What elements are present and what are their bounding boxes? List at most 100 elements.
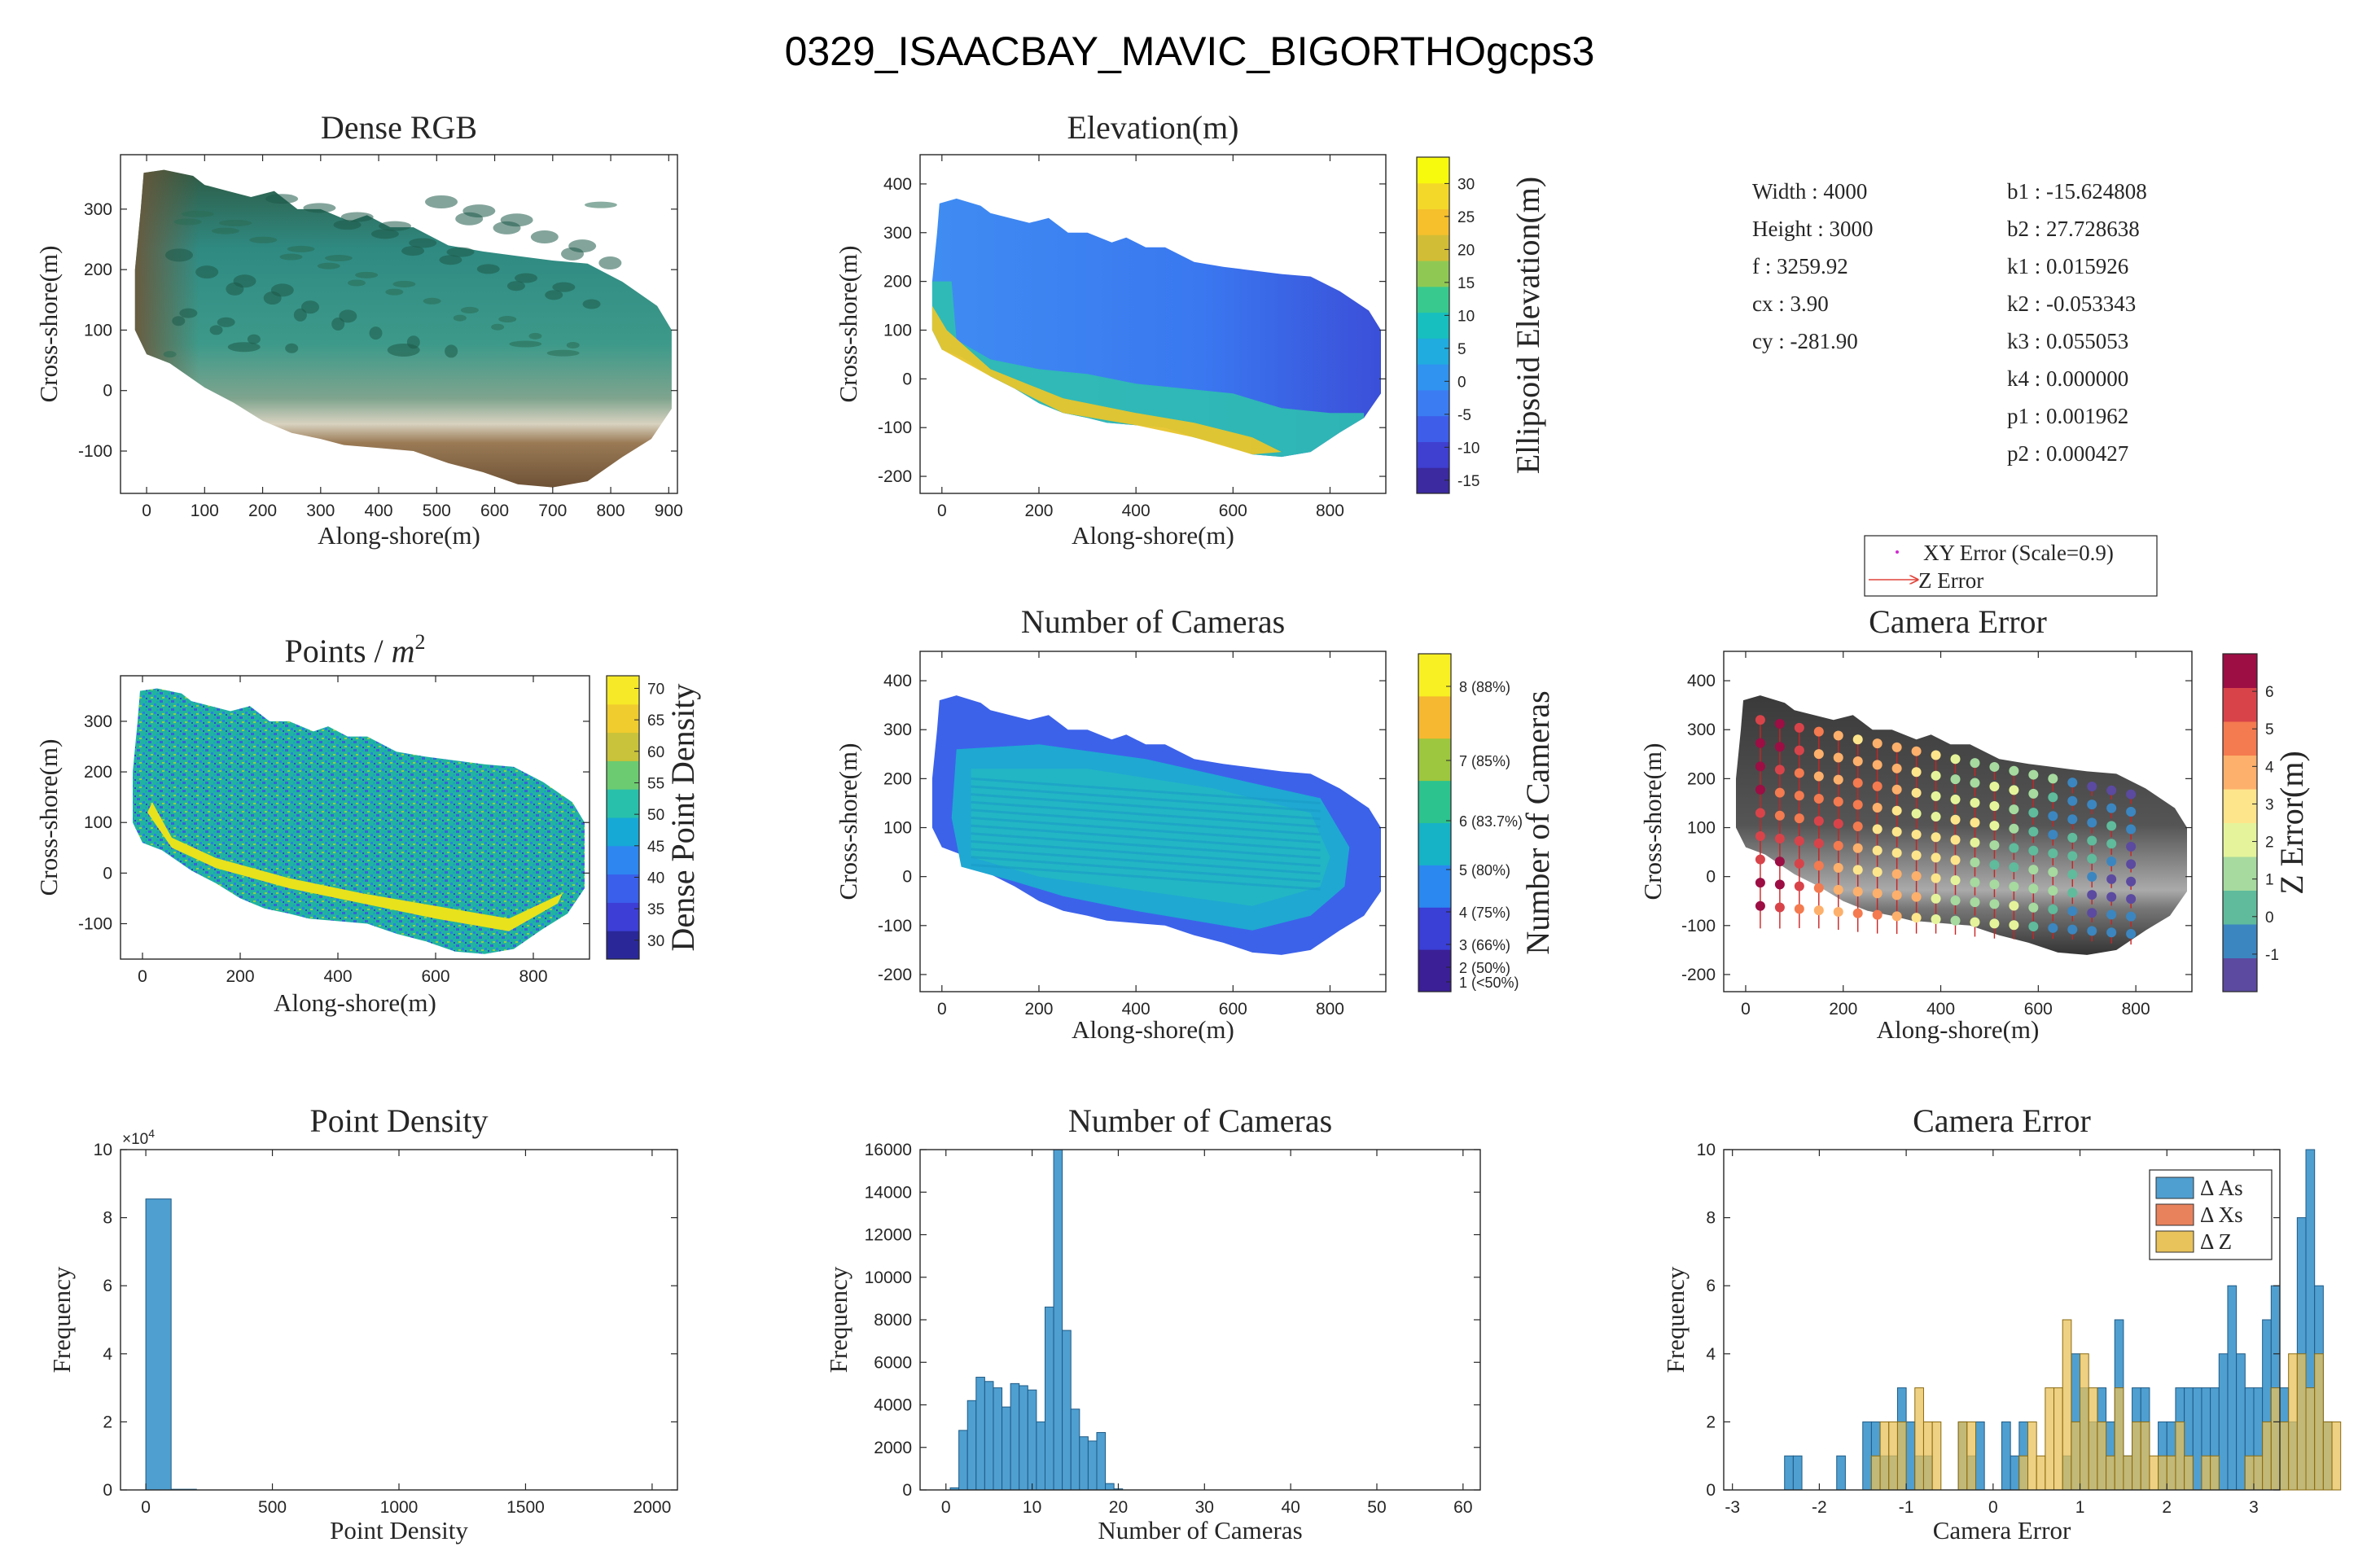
x-tick-label: 400 (365, 502, 393, 520)
camera-marker (1931, 770, 1941, 781)
reef-patch (265, 194, 299, 204)
y-axis-label: Cross-shore(m) (1638, 743, 1667, 900)
reef-patch (179, 308, 198, 318)
x-tick-label: 200 (248, 502, 277, 520)
colorbar-tick-label: 60 (647, 744, 664, 761)
y-tick-label: -100 (78, 442, 112, 461)
hist-bar (2053, 1387, 2063, 1491)
x-tick-label: 400 (323, 967, 352, 986)
camera-marker (1813, 771, 1824, 782)
camera-marker (1931, 893, 1941, 904)
x-tick-label: 800 (519, 967, 547, 986)
camera-marker (2087, 800, 2097, 810)
x-tick-label: 0 (141, 1498, 151, 1517)
camera-marker (1813, 838, 1824, 848)
hist-bar (1784, 1455, 1794, 1491)
axes-box (919, 651, 1387, 992)
reef-patch (528, 332, 542, 340)
camera-marker (1852, 908, 1863, 918)
camera-param: k1 : 0.015926 (2007, 254, 2128, 278)
x-tick-label: 400 (1926, 1000, 1955, 1019)
camera-marker (1891, 826, 1902, 837)
colorbar-segment (1418, 822, 1451, 865)
camera-marker (1911, 850, 1922, 861)
camera-marker (1950, 794, 1961, 804)
camera-marker (1950, 835, 1961, 845)
camera-marker (2028, 769, 2039, 780)
hist-bar (1036, 1421, 1045, 1491)
x-tick-label: 1500 (506, 1498, 545, 1517)
reef-patch (425, 195, 458, 208)
hist-bar (1792, 1455, 1803, 1491)
colorbar-segment (607, 817, 639, 847)
camera-marker (2067, 778, 2078, 788)
colorbar-box (1416, 156, 1450, 494)
x-axis-label: Camera Error (1933, 1516, 2071, 1544)
camera-marker (1989, 918, 2000, 929)
reef-patch (340, 212, 374, 222)
camera-marker (1852, 756, 1863, 766)
x-axis-label: Along-shore(m) (1877, 1015, 2040, 1044)
reef-patch (446, 247, 475, 257)
camera-marker (1891, 742, 1902, 752)
camera-param: k3 : 0.055053 (2007, 329, 2128, 353)
reef-patch (453, 314, 467, 322)
reef-patch (506, 281, 525, 291)
camera-marker (1872, 738, 1883, 749)
y-tick-label: 200 (1687, 769, 1716, 788)
colorbar-tick-label: 1 (<50%) (1459, 975, 1519, 991)
x-axis-label: Point Density (330, 1516, 468, 1544)
camera-marker (1774, 902, 1785, 913)
camera-marker (1950, 855, 1961, 865)
x-axis-label: Number of Cameras (1098, 1516, 1302, 1544)
hist-bar (958, 1430, 968, 1491)
y-axis-label: Frequency (824, 1266, 853, 1373)
camera-marker (2126, 929, 2137, 940)
x-tick-label: 600 (2024, 1000, 2053, 1019)
camera-marker (1852, 865, 1863, 875)
y-tick-label: 8000 (874, 1311, 912, 1330)
camera-marker (1970, 917, 1980, 927)
reef-patch (423, 297, 441, 305)
flight-line (971, 816, 1321, 844)
camera-marker (1852, 822, 1863, 832)
camera-marker (2106, 927, 2117, 938)
y-axis-label: Cross-shore(m) (34, 246, 63, 403)
x-tick-label: 600 (1219, 502, 1247, 520)
camera-marker (2009, 862, 2019, 873)
x-tick-label: 1000 (380, 1498, 419, 1517)
camera-marker (1813, 883, 1824, 893)
reef-patch (598, 256, 622, 269)
camera-marker (1931, 812, 1941, 822)
camera-marker (1774, 765, 1785, 775)
reef-patch (249, 236, 278, 243)
x-tick-label: 1 (2075, 1498, 2085, 1517)
camera-marker (1794, 791, 1804, 801)
y-tick-label: 0 (103, 382, 112, 401)
y-tick-label: 8 (1706, 1209, 1716, 1228)
camera-param: k2 : -0.053343 (2007, 291, 2136, 316)
colorbar-tick-label: 3 (66%) (1459, 937, 1510, 953)
camera-marker (1989, 840, 2000, 851)
hist-bar (2106, 1455, 2115, 1491)
y-tick-label: 16000 (865, 1141, 912, 1159)
camera-marker (1755, 854, 1765, 865)
camera-marker (2067, 924, 2078, 935)
hist-bar (2166, 1455, 2176, 1491)
y-tick-label: 10 (94, 1141, 112, 1159)
legend-box (1864, 535, 2158, 597)
axes-box (1723, 1149, 2281, 1491)
num-cameras-map-panel: 0 200 400 600 800-200-1000100200300400Along-… (834, 603, 1556, 1044)
camera-marker (1774, 879, 1785, 890)
camera-marker (2067, 832, 2078, 843)
colorbar-segment (2223, 755, 2257, 790)
reef-patch (582, 299, 601, 309)
colorbar-tick-label: -10 (1457, 440, 1479, 457)
colorbar-segment (1417, 234, 1449, 261)
camera-marker (2048, 830, 2058, 840)
camera-marker (1755, 831, 1765, 842)
point-density-hist-panel: 0 500 1000 1500 2000 0 2 4 6 8 10 Point Density Freq… (47, 1102, 678, 1544)
hist-bar (1957, 1421, 1968, 1491)
y-tick-label: -200 (878, 966, 912, 984)
flight-line (971, 863, 1321, 891)
